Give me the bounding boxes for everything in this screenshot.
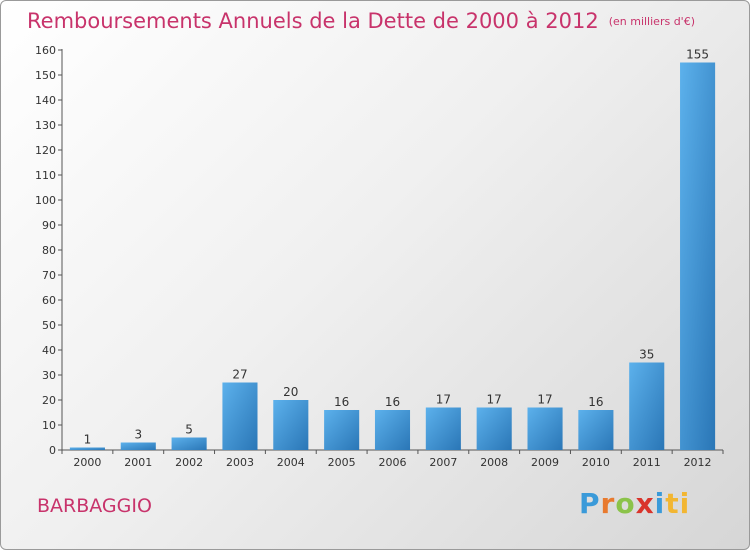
bar-2006 xyxy=(374,410,411,450)
commune-name: BARBAGGIO xyxy=(37,495,152,517)
data-label-2007: 17 xyxy=(436,393,451,407)
data-label-2008: 17 xyxy=(487,393,502,407)
x-tick-label: 2005 xyxy=(328,456,356,469)
chart-title-text: Remboursements Annuels de la Dette de 20… xyxy=(27,9,599,33)
logo-letter: P xyxy=(579,487,601,520)
logo-letter: i xyxy=(654,487,666,520)
chart-unit: (en milliers d'€) xyxy=(608,15,695,28)
y-tick-label: 120 xyxy=(35,144,56,157)
y-tick-label: 130 xyxy=(35,119,56,132)
data-label-2010: 16 xyxy=(588,395,603,409)
x-tick-label: 2007 xyxy=(429,456,457,469)
logo-letter: r xyxy=(600,487,616,520)
bar-2009 xyxy=(527,407,563,450)
proxiti-logo: Proxiti xyxy=(579,487,690,520)
y-tick-label: 60 xyxy=(42,294,56,307)
bar-2012 xyxy=(680,62,716,450)
x-tick-label: 2008 xyxy=(480,456,508,469)
data-label-2012: 155 xyxy=(686,48,709,62)
y-axis: 0 10 20 30 40 50 60 70 80 90 100 110 120 130 140 150 160 xyxy=(35,44,63,457)
logo-letter: o xyxy=(615,487,636,520)
bars xyxy=(69,62,716,450)
bar-2008 xyxy=(476,407,512,450)
y-tick-label: 110 xyxy=(35,169,56,182)
bar-2007 xyxy=(425,407,461,450)
x-axis: 2000 2001 2002 2003 2004 2005 2006 2007 2008 2009… xyxy=(61,449,724,469)
y-tick-label: 90 xyxy=(42,219,56,232)
data-label-2001: 3 xyxy=(134,428,142,442)
x-tick-label: 2011 xyxy=(633,456,661,469)
bar-2002 xyxy=(171,437,207,450)
y-tick-label: 40 xyxy=(42,344,56,357)
bar-2011 xyxy=(629,362,665,450)
bar-2010 xyxy=(578,410,614,450)
data-label-2011: 35 xyxy=(639,348,654,362)
bar-2000 xyxy=(69,447,105,450)
x-tick-label: 2010 xyxy=(582,456,610,469)
logo-letter: x xyxy=(635,487,655,520)
logo-letter: ti xyxy=(665,487,691,520)
x-tick-label: 2006 xyxy=(379,456,407,469)
y-tick-label: 150 xyxy=(35,69,56,82)
bar-2005 xyxy=(324,410,360,450)
data-label-2000: 1 xyxy=(84,433,92,447)
x-tick-label: 2000 xyxy=(73,456,101,469)
y-tick-label: 50 xyxy=(42,319,56,332)
data-label-2003: 27 xyxy=(232,368,247,382)
y-tick-label: 70 xyxy=(42,269,56,282)
y-tick-label: 140 xyxy=(35,94,56,107)
y-tick-label: 10 xyxy=(42,419,56,432)
bar-2004 xyxy=(273,400,309,450)
bar-2003 xyxy=(222,382,258,450)
data-label-2009: 17 xyxy=(537,393,552,407)
data-label-2004: 20 xyxy=(283,385,298,399)
bar-2001 xyxy=(120,442,156,450)
y-tick-label: 0 xyxy=(49,444,56,457)
y-tick-label: 160 xyxy=(35,44,56,57)
x-tick-label: 2003 xyxy=(226,456,254,469)
data-label-2005: 16 xyxy=(334,395,349,409)
x-tick-label: 2012 xyxy=(684,456,712,469)
y-tick-label: 30 xyxy=(42,369,56,382)
x-tick-label: 2009 xyxy=(531,456,559,469)
y-tick-label: 20 xyxy=(42,394,56,407)
x-tick-label: 2002 xyxy=(175,456,203,469)
y-tick-label: 100 xyxy=(35,194,56,207)
data-label-2002: 5 xyxy=(185,423,193,437)
chart-title: Remboursements Annuels de la Dette de 20… xyxy=(27,9,695,33)
y-tick-label: 80 xyxy=(42,244,56,257)
x-tick-label: 2004 xyxy=(277,456,305,469)
x-tick-label: 2001 xyxy=(124,456,152,469)
data-label-2006: 16 xyxy=(385,395,400,409)
